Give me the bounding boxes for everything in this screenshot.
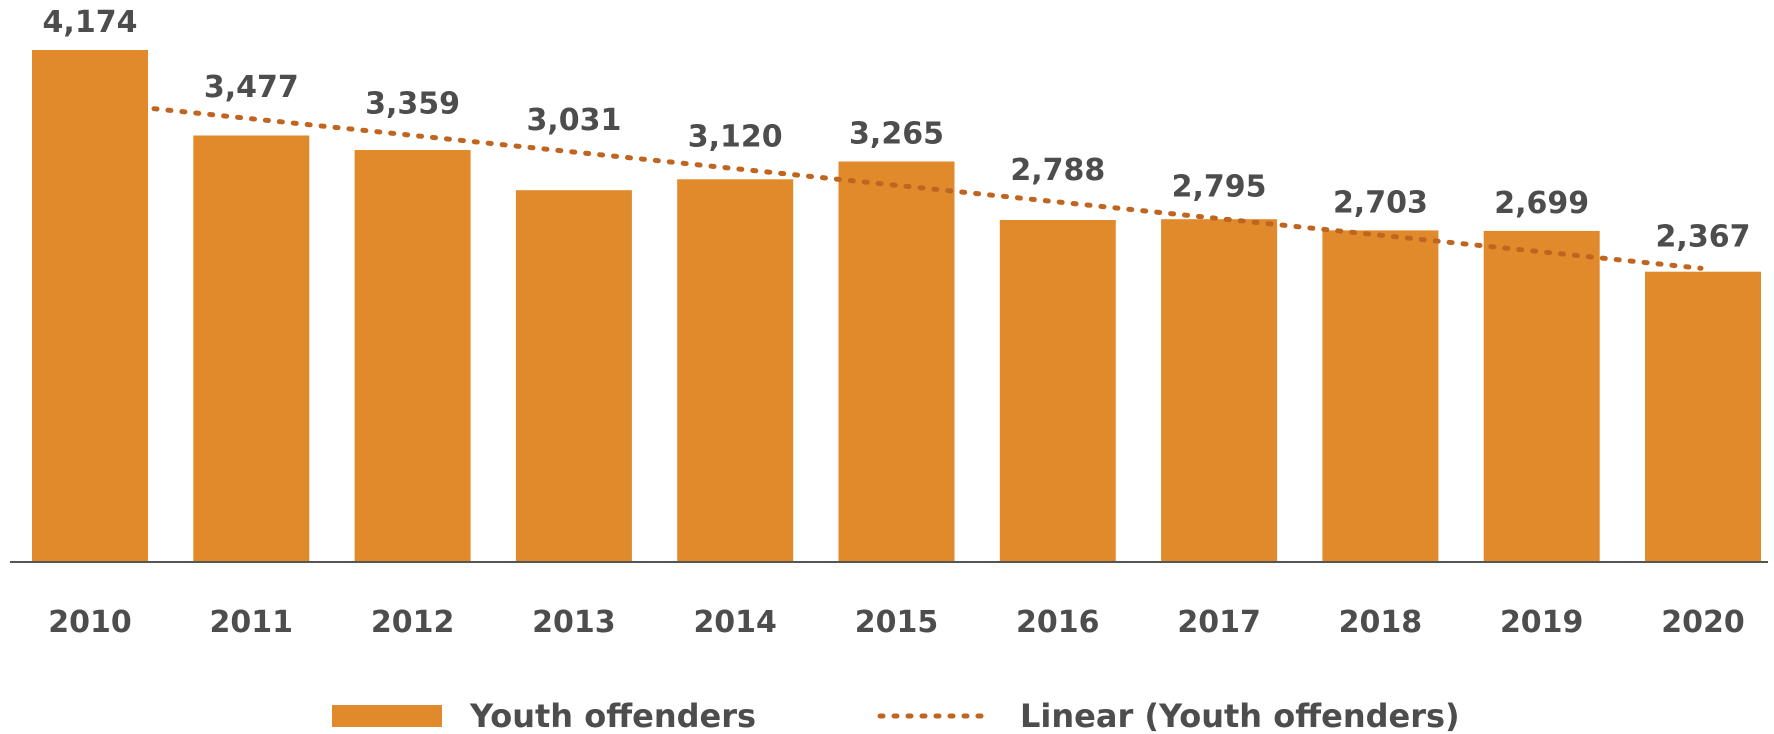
value-label-2018: 2,703 <box>1333 185 1428 220</box>
x-tick-label-2016: 2016 <box>1016 605 1100 640</box>
bar-2019 <box>1483 230 1600 562</box>
bar-2010 <box>32 50 148 562</box>
x-tick-label-2010: 2010 <box>48 605 132 640</box>
x-tick-label-2015: 2015 <box>855 605 939 640</box>
value-labels-group: 4,174 3,477 3,359 3,031 3,120 3,265 2,788 2,795… <box>43 5 1751 255</box>
bar-2020 <box>1645 271 1761 562</box>
x-tick-label-2017: 2017 <box>1177 605 1261 640</box>
legend-bar-swatch <box>332 705 442 727</box>
bar-2016 <box>999 220 1116 562</box>
x-tick-label-2013: 2013 <box>532 605 616 640</box>
bar-2011 <box>193 135 310 562</box>
value-label-2017: 2,795 <box>1172 170 1267 205</box>
value-label-2016: 2,788 <box>1010 153 1105 188</box>
value-label-2010: 4,174 <box>43 5 138 40</box>
x-tick-label-2018: 2018 <box>1339 605 1423 640</box>
x-tick-label-2012: 2012 <box>371 605 455 640</box>
bar-2012 <box>354 150 471 562</box>
bar-2013 <box>515 190 632 562</box>
x-tick-labels-group: 2010 2011 2012 2013 2014 2015 2016 2017 2018 2019… <box>48 605 1745 640</box>
value-label-2020: 2,367 <box>1656 220 1751 255</box>
value-label-2012: 3,359 <box>365 86 460 121</box>
x-tick-label-2011: 2011 <box>210 605 294 640</box>
legend-trend-label: Linear (Youth offenders) <box>1020 697 1460 734</box>
bar-2014 <box>677 179 794 563</box>
value-label-2014: 3,120 <box>688 120 783 155</box>
legend: Youth offenders Linear (Youth offenders) <box>332 697 1460 734</box>
value-label-2019: 2,699 <box>1494 186 1589 221</box>
value-label-2011: 3,477 <box>204 70 299 105</box>
x-tick-label-2014: 2014 <box>693 605 777 640</box>
bar-2015 <box>838 161 955 562</box>
value-label-2015: 3,265 <box>849 117 944 152</box>
value-label-2013: 3,031 <box>526 103 621 138</box>
legend-bar-label: Youth offenders <box>469 697 756 734</box>
x-tick-label-2019: 2019 <box>1500 605 1584 640</box>
bars-group <box>32 50 1761 563</box>
bar-2018 <box>1322 230 1439 562</box>
bar-2017 <box>1161 219 1278 562</box>
x-tick-label-2020: 2020 <box>1661 605 1745 640</box>
